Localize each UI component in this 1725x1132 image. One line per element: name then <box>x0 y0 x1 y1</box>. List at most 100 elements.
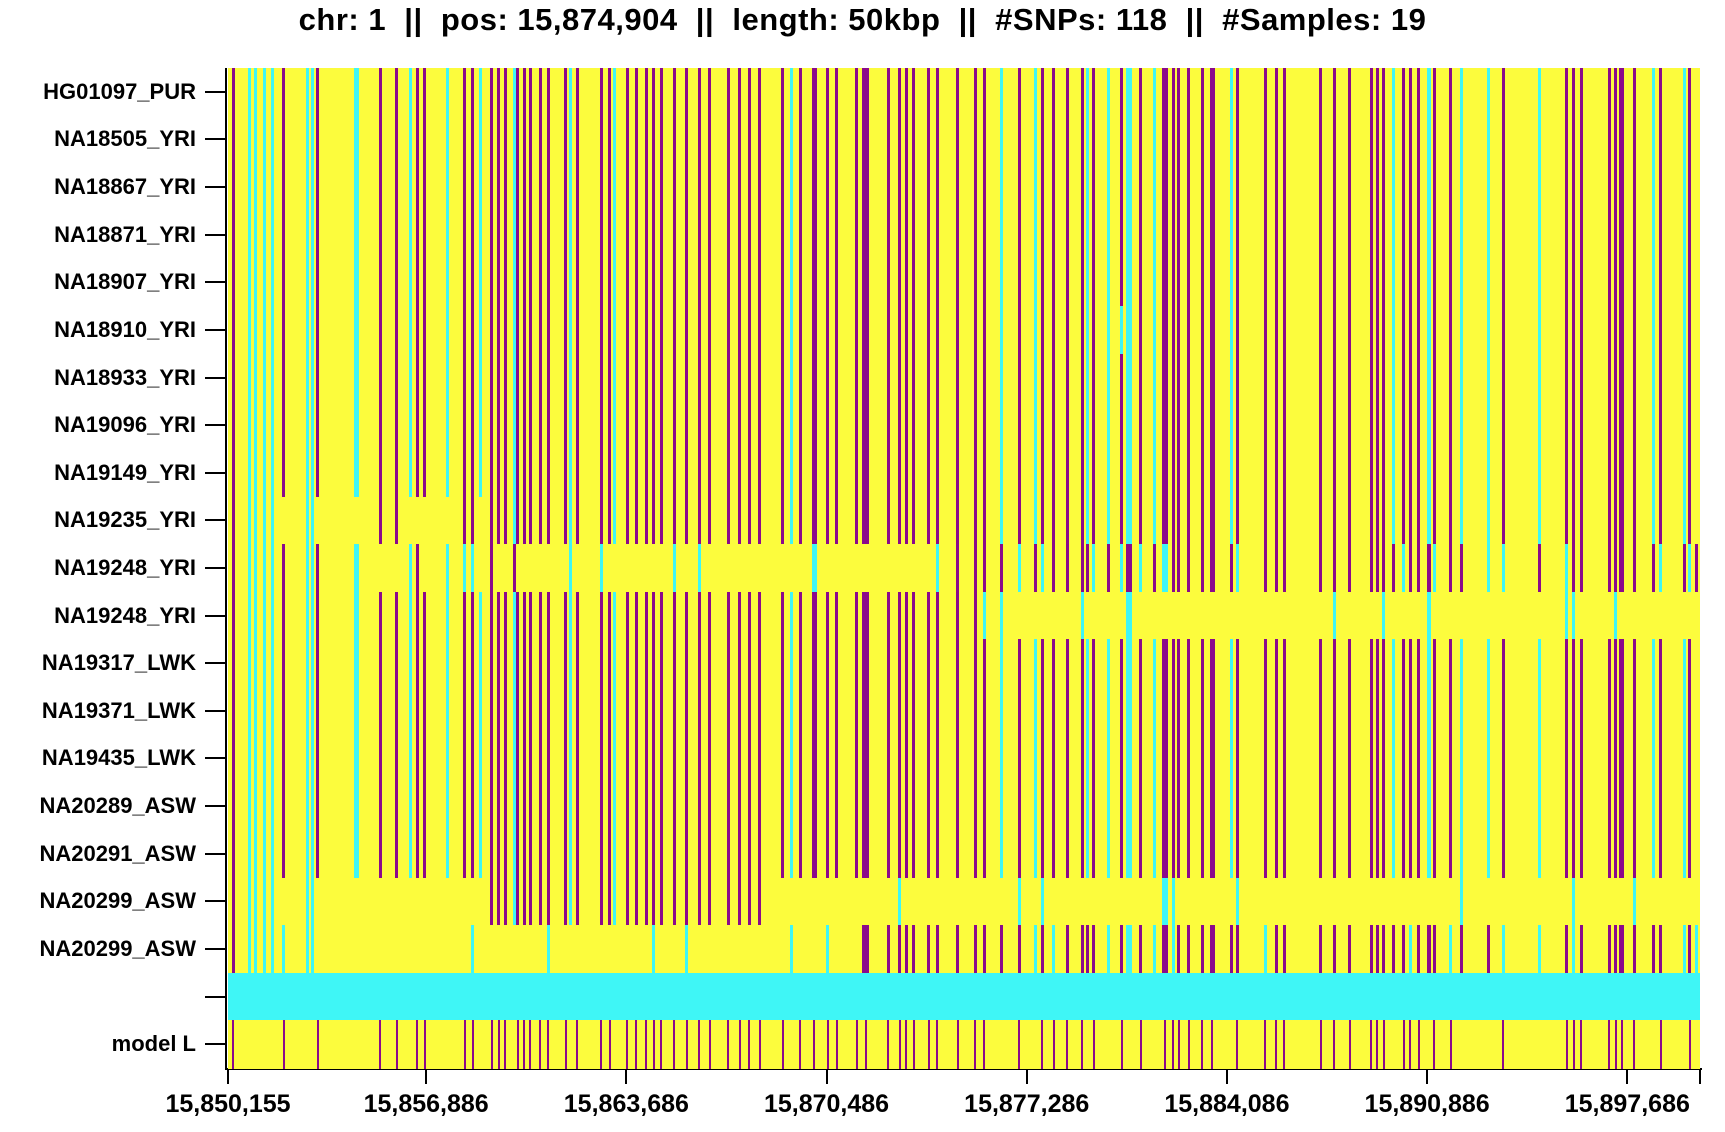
snp-stripe <box>747 306 751 355</box>
snp-stripe <box>1040 687 1044 736</box>
snp-stripe <box>1177 782 1181 831</box>
snp-stripe <box>898 353 902 402</box>
snp-stripe <box>613 306 617 355</box>
snp-stripe <box>1607 448 1611 498</box>
snp-stripe <box>415 115 419 164</box>
snp-stripe <box>1619 306 1625 355</box>
snp-stripe <box>247 210 251 260</box>
snp-stripe <box>516 448 520 498</box>
snp-stripe <box>726 306 730 355</box>
y-axis-tick <box>205 281 225 284</box>
snp-stripe <box>1565 734 1569 783</box>
snp-stripe <box>1579 163 1583 212</box>
snp-stripe <box>528 115 532 164</box>
snp-stripe <box>1501 448 1505 498</box>
snp-stripe <box>415 306 419 355</box>
snp-stripe <box>1614 163 1618 212</box>
snp-stripe <box>1427 925 1431 974</box>
snp-stripe <box>1683 544 1687 593</box>
snp-stripe <box>463 210 467 260</box>
snp-stripe <box>1565 68 1569 117</box>
snp-stripe <box>415 829 419 879</box>
snp-stripe <box>471 591 475 641</box>
snp-stripe <box>1187 306 1191 355</box>
snp-stripe <box>898 687 902 736</box>
snp-stripe <box>912 1020 915 1069</box>
snp-stripe <box>1052 782 1056 831</box>
snp-stripe <box>956 258 960 307</box>
snp-stripe <box>758 687 762 736</box>
snp-stripe <box>463 734 467 783</box>
snp-stripe <box>1153 496 1157 545</box>
snp-stripe <box>1348 210 1352 260</box>
snp-stripe <box>1332 68 1336 117</box>
snp-stripe <box>516 877 520 926</box>
snp-stripe <box>973 258 977 307</box>
snp-stripe <box>1319 687 1323 736</box>
snp-stripe <box>781 115 785 164</box>
snp-stripe <box>613 639 617 688</box>
snp-stripe <box>575 591 579 641</box>
snp-stripe <box>445 401 449 450</box>
snp-stripe <box>1417 115 1421 164</box>
snp-stripe <box>270 544 274 593</box>
snp-stripe <box>445 782 449 831</box>
snp-stripe <box>898 306 902 355</box>
snp-stripe <box>1319 544 1323 593</box>
snp-stripe <box>956 591 960 641</box>
snp-stripe <box>1229 68 1233 117</box>
snp-stripe <box>423 258 427 307</box>
snp-stripe <box>316 210 320 260</box>
snp-stripe <box>1614 687 1618 736</box>
snp-stripe <box>1235 115 1239 164</box>
snp-stripe <box>1161 306 1168 355</box>
snp-stripe <box>354 258 360 307</box>
sample-label: NA18910_YRI <box>54 316 196 342</box>
snp-stripe <box>912 829 916 879</box>
snp-stripe <box>1402 210 1406 260</box>
snp-stripe <box>1501 68 1505 117</box>
snp-stripe <box>1263 829 1267 879</box>
snp-stripe <box>316 163 320 212</box>
snp-stripe <box>1572 115 1576 164</box>
snp-stripe <box>1139 210 1143 260</box>
snp-stripe <box>490 448 494 498</box>
snp-stripe <box>311 163 315 212</box>
snp-stripe <box>378 163 382 212</box>
snp-stripe <box>1538 639 1542 688</box>
snp-stripe <box>1332 306 1336 355</box>
snp-stripe <box>445 734 449 783</box>
snp-stripe <box>1200 639 1204 688</box>
snp-stripe <box>471 68 475 117</box>
snp-stripe <box>1392 448 1396 498</box>
snp-stripe <box>685 734 689 783</box>
snp-stripe <box>1187 544 1191 593</box>
snp-stripe <box>231 448 235 498</box>
snp-stripe <box>738 306 742 355</box>
snp-stripe <box>516 401 520 450</box>
snp-stripe <box>1607 782 1611 831</box>
snp-stripe <box>463 306 467 355</box>
snp-stripe <box>1017 925 1021 974</box>
snp-stripe <box>1683 639 1687 688</box>
snp-stripe <box>608 448 612 498</box>
snp-stripe <box>512 68 516 117</box>
snp-stripe <box>1565 925 1569 974</box>
snp-stripe <box>1065 401 1069 450</box>
snp-stripe <box>726 829 730 879</box>
snp-stripe <box>1000 448 1004 498</box>
x-axis-line <box>225 1068 1702 1070</box>
snp-stripe <box>1065 687 1069 736</box>
snp-stripe <box>644 877 648 926</box>
snp-stripe <box>528 68 532 117</box>
snp-stripe <box>855 496 859 545</box>
snp-stripe <box>1632 925 1636 974</box>
snp-stripe <box>1460 163 1464 212</box>
snp-stripe <box>1375 115 1379 164</box>
snp-stripe <box>789 448 793 498</box>
snp-stripe <box>311 734 315 783</box>
snp-stripe <box>826 401 830 450</box>
snp-stripe <box>1171 68 1175 117</box>
snp-stripe <box>1614 306 1618 355</box>
snp-stripe <box>599 734 603 783</box>
